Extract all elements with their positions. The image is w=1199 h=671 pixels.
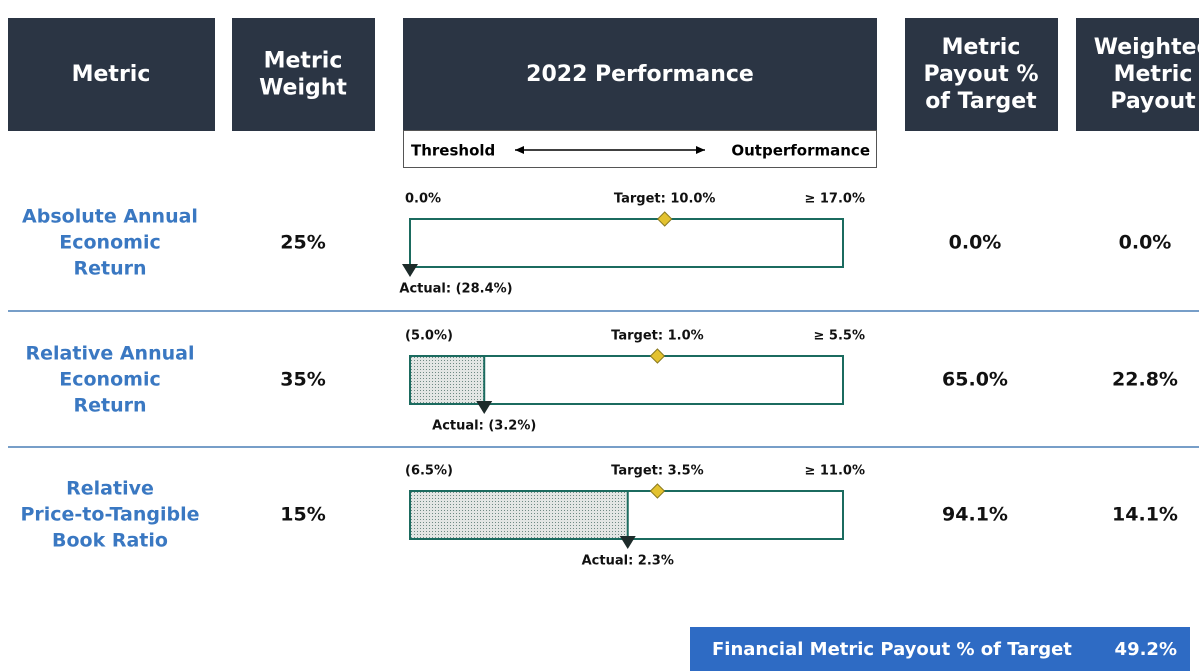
footer-box [690,627,1190,671]
target-marker [649,348,666,364]
actual-marker [476,401,493,414]
threshold-label: (5.0%) [405,329,453,344]
metric-name: Relative Annual [26,343,195,365]
threshold-label: (6.5%) [405,464,453,479]
actual-label: Actual: (28.4%) [399,282,512,297]
max-label: ≥ 5.5% [814,329,865,344]
header-cell [403,18,877,130]
header-cell [8,18,215,131]
metric-name: Economic [59,232,160,254]
metric-name: Price-to-Tangible [20,504,199,526]
header-text: Payout [1110,89,1196,114]
weighted-payout: 14.1% [1112,504,1178,526]
weighted-payout: 22.8% [1112,369,1178,391]
header-text: Weight [259,76,347,101]
header-text: Metric [72,62,151,87]
header-text: Metric [264,49,343,74]
scale-box [403,130,877,168]
metric-payout: 94.1% [942,504,1008,526]
threshold-label: 0.0% [405,192,441,207]
metric-name: Return [73,395,146,417]
metric-payout: 65.0% [942,369,1008,391]
footer-label: Financial Metric Payout % of Target [712,639,1072,660]
max-label: ≥ 17.0% [804,192,865,207]
header-cell [232,18,375,131]
header-text: Weighted [1094,35,1199,60]
metric-payout: 0.0% [949,232,1002,254]
metric-weight: 25% [280,232,325,254]
scale-left: Threshold [411,142,495,160]
target-label: Target: 10.0% [614,192,716,207]
header-text: of Target [925,89,1037,114]
target-marker [649,483,666,499]
actual-fill [410,356,485,404]
target-marker [656,211,673,227]
footer-value: 49.2% [1115,639,1177,660]
header-text: Metric [1114,62,1193,87]
actual-label: Actual: 2.3% [582,554,674,569]
metric-name: Absolute Annual [22,206,198,228]
header-text: Payout % [923,62,1038,87]
performance-bar [409,355,844,405]
actual-marker [402,264,418,277]
metric-weight: 15% [280,504,325,526]
scale-right: Outperformance [731,142,870,160]
header-cell [1076,18,1199,131]
header-cell [905,18,1058,131]
header-text: 2022 Performance [526,62,754,87]
target-label: Target: 1.0% [611,329,704,344]
performance-bar [409,218,844,268]
metric-name: Book Ratio [52,530,168,552]
actual-fill [410,491,628,539]
actual-marker [619,536,636,549]
weighted-payout: 0.0% [1119,232,1172,254]
metric-name: Relative [66,478,154,500]
metric-weight: 35% [280,369,325,391]
metric-name: Economic [59,369,160,391]
max-label: ≥ 11.0% [804,464,865,479]
metric-name: Return [73,258,146,280]
header-text: Metric [942,35,1021,60]
actual-label: Actual: (3.2%) [432,419,536,434]
target-label: Target: 3.5% [611,464,704,479]
